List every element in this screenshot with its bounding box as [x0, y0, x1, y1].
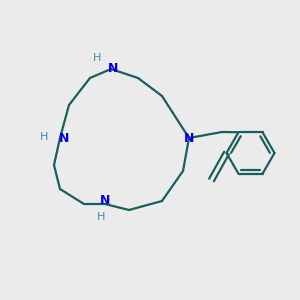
Text: N: N	[108, 62, 118, 76]
Text: H: H	[40, 131, 49, 142]
Text: N: N	[58, 131, 69, 145]
Text: N: N	[184, 131, 194, 145]
Text: H: H	[97, 212, 106, 222]
Text: H: H	[93, 52, 102, 63]
Text: N: N	[100, 194, 110, 208]
